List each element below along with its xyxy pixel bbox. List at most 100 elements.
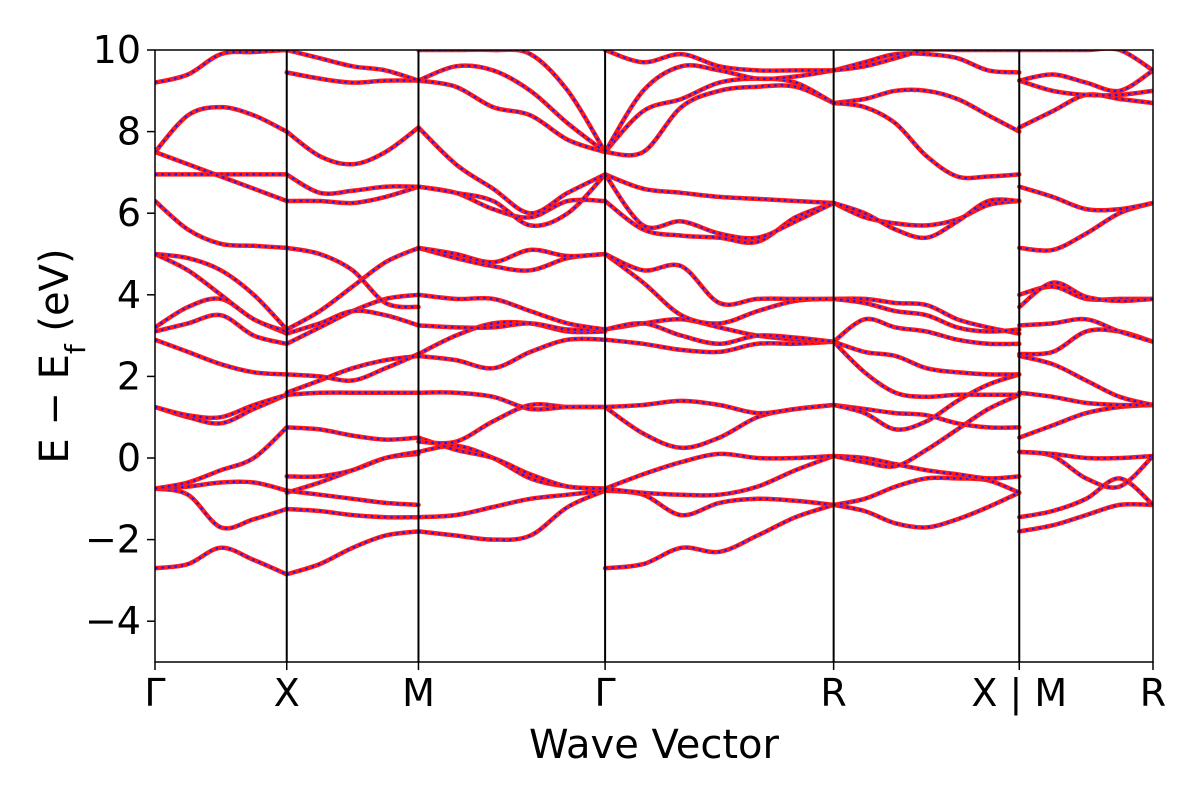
band-line-Γ-X-0 bbox=[155, 545, 289, 577]
y-tick-label: 0 bbox=[117, 436, 141, 480]
y-axis-ticks: −4 −2 0 2 4 6 8 10 bbox=[85, 28, 155, 643]
band-line-M-Γ-6 bbox=[416, 336, 608, 371]
band-line-R-X-1 bbox=[831, 475, 1022, 508]
band-line-dashed-Γ-R-15 bbox=[604, 77, 835, 153]
band-line-R-X-0 bbox=[831, 490, 1022, 530]
band-line-dashed-M-R-8 bbox=[1019, 317, 1153, 343]
band-line-dashed-Γ-X-0 bbox=[155, 546, 288, 576]
band-line-dashed-R-X-6 bbox=[832, 340, 1020, 398]
band-line-dashed-Γ-R-0 bbox=[604, 503, 834, 570]
band-line-Γ-X-7 bbox=[155, 312, 289, 347]
band-line-dashed-M-R-16 bbox=[1019, 50, 1153, 72]
band-line-dashed-X-M-16 bbox=[286, 71, 419, 84]
band-line-dashed-M-Γ-8 bbox=[418, 322, 606, 332]
band-line-dashed-Γ-R-17 bbox=[604, 50, 834, 72]
band-line-X-M-4 bbox=[284, 449, 421, 480]
band-line-R-X-15 bbox=[831, 51, 1022, 75]
band-line-dashed-M-Γ-2 bbox=[418, 444, 606, 490]
band-line-dashed-M-R-12 bbox=[1018, 185, 1153, 212]
band-line-Γ-X-6 bbox=[155, 337, 289, 377]
band-line-dashed-X-M-3 bbox=[286, 452, 419, 494]
band-line-dashed-M-Γ-7 bbox=[418, 320, 606, 355]
band-line-Γ-X-14 bbox=[155, 104, 289, 155]
band-line-Γ-R-0 bbox=[602, 502, 836, 571]
y-tick-label: 6 bbox=[117, 191, 141, 235]
band-line-Γ-X-9 bbox=[155, 251, 289, 334]
band-line-R-X-13 bbox=[831, 87, 1022, 134]
band-line-M-Γ-4 bbox=[416, 402, 608, 446]
band-line-dashed-R-X-3 bbox=[833, 393, 1020, 468]
band-line-dashed-X-M-1 bbox=[286, 507, 419, 519]
band-line-dashed-R-X-9 bbox=[833, 297, 1020, 335]
y-axis-label-main: E − E bbox=[32, 354, 78, 464]
band-line-dashed-M-Γ-14 bbox=[417, 126, 606, 215]
band-line-dashed-M-Γ-6 bbox=[418, 337, 606, 370]
band-line-Γ-R-6 bbox=[602, 337, 836, 355]
y-tick-label: −4 bbox=[85, 599, 141, 643]
band-line-dashed-X-M-17 bbox=[286, 50, 419, 82]
band-line-M-R-7 bbox=[1017, 327, 1153, 357]
band-line-dashed-X-M-15 bbox=[286, 126, 420, 166]
band-line-dashed-Γ-X-5 bbox=[155, 393, 288, 419]
band-line-dashed-Γ-R-13 bbox=[604, 173, 835, 240]
band-line-M-R-10 bbox=[1017, 280, 1153, 310]
band-line-dashed-Γ-R-8 bbox=[604, 322, 834, 345]
x-axis-ticks: Γ X M Γ R X | M R bbox=[144, 662, 1166, 716]
band-line-dashed-Γ-X-10 bbox=[155, 252, 288, 331]
band-line-dashed-Γ-R-2 bbox=[604, 454, 834, 497]
y-tick-label: 8 bbox=[117, 110, 141, 154]
band-line-M-R-4 bbox=[1017, 402, 1153, 440]
band-line-dashed-M-Γ-4 bbox=[418, 403, 606, 445]
band-line-dashed-Γ-R-16 bbox=[604, 64, 834, 153]
x-tick-label: Γ bbox=[144, 671, 165, 715]
band-line-dashed-M-R-0 bbox=[1019, 503, 1153, 533]
band-line-M-R-1 bbox=[1017, 476, 1153, 520]
band-line-M-Γ-3 bbox=[416, 435, 608, 491]
band-line-dashed-X-M-0 bbox=[286, 530, 419, 576]
x-tick-label: R bbox=[1140, 671, 1166, 715]
band-line-dashed-X-M-10 bbox=[286, 309, 419, 335]
band-line-X-M-15 bbox=[284, 125, 421, 167]
band-line-dashed-M-Γ-1 bbox=[418, 489, 606, 519]
band-line-dashed-Γ-X-14 bbox=[155, 105, 288, 153]
x-tick-label: M bbox=[402, 671, 435, 715]
y-tick-label: 10 bbox=[93, 28, 141, 72]
band-line-Γ-X-5 bbox=[155, 392, 289, 421]
band-line-M-Γ-17 bbox=[416, 50, 608, 155]
band-line-dashed-M-R-4 bbox=[1018, 403, 1153, 439]
band-line-dashed-Γ-X-7 bbox=[155, 313, 287, 345]
band-line-dashed-M-R-3 bbox=[1019, 450, 1153, 460]
band-line-dashed-X-M-11 bbox=[286, 246, 419, 331]
band-line-dashed-R-X-4 bbox=[833, 403, 1020, 429]
x-tick-label: X | M bbox=[971, 671, 1067, 716]
band-line-Γ-X-13 bbox=[155, 149, 289, 204]
band-line-M-R-12 bbox=[1017, 184, 1153, 213]
band-line-dashed-M-Γ-17 bbox=[418, 50, 607, 153]
band-line-dashed-M-Γ-0 bbox=[418, 489, 606, 541]
band-line-dashed-M-R-6 bbox=[1019, 354, 1153, 407]
band-line-dashed-M-Γ-15 bbox=[418, 79, 606, 154]
band-line-R-X-10 bbox=[831, 296, 1022, 334]
band-line-dashed-M-Γ-13 bbox=[418, 173, 606, 227]
band-line-Γ-R-16 bbox=[602, 62, 836, 155]
band-line-dashed-M-R-10 bbox=[1018, 281, 1153, 308]
band-line-Γ-R-9 bbox=[602, 251, 836, 326]
y-tick-label: 4 bbox=[117, 273, 141, 317]
band-line-dashed-X-M-2 bbox=[286, 489, 419, 506]
y-axis-label: E − Ef (eV) bbox=[32, 248, 92, 463]
band-line-Γ-R-17 bbox=[602, 50, 836, 73]
band-line-R-X-8 bbox=[831, 316, 1022, 347]
band-line-X-M-10 bbox=[284, 308, 421, 336]
band-line-Γ-X-1 bbox=[155, 486, 289, 531]
band-lines-group bbox=[155, 50, 1153, 577]
band-line-dashed-Γ-R-3 bbox=[604, 452, 834, 490]
y-tick-label: −2 bbox=[85, 518, 141, 562]
x-tick-label: Γ bbox=[595, 671, 616, 715]
band-line-M-R-0 bbox=[1017, 501, 1153, 534]
band-line-dashed-M-Γ-11 bbox=[418, 246, 606, 264]
band-line-R-X-14 bbox=[831, 100, 1022, 181]
band-line-dashed-R-X-7 bbox=[833, 340, 1020, 376]
band-line-dashed-M-Γ-5 bbox=[418, 391, 606, 411]
band-line-Γ-X-11 bbox=[155, 198, 289, 251]
